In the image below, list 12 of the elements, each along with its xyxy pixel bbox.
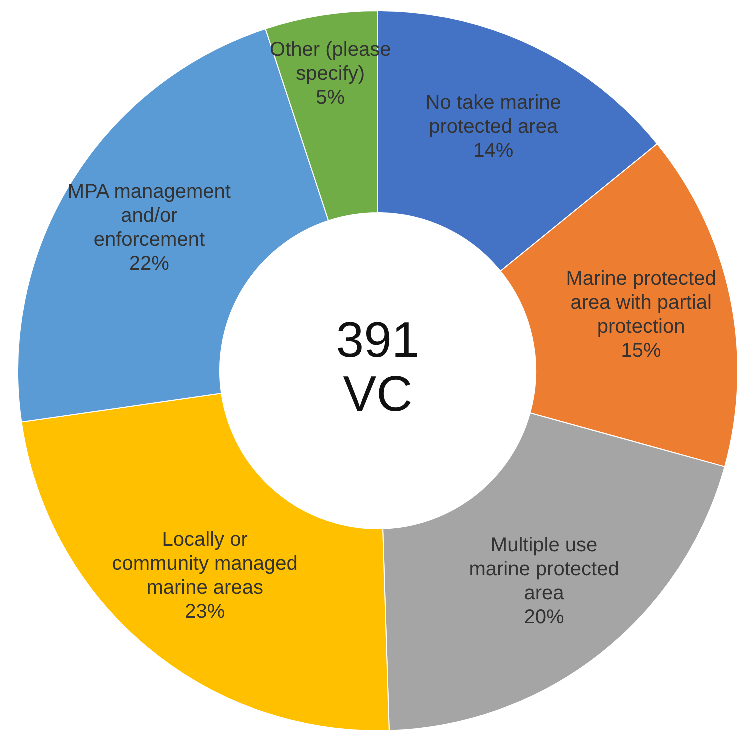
slice-label: Locally or community managed marine areas [112, 529, 298, 600]
data-label: 22% [129, 253, 170, 276]
slice-label: Marine protected area with partial protection [566, 268, 716, 338]
slice-label: Multiple use marine protected area [469, 534, 620, 605]
data-label: 14% [474, 140, 514, 162]
slice-label: MPA management and/or enforcement [68, 181, 232, 252]
data-label: 20% [524, 606, 565, 629]
data-label: 15% [621, 340, 662, 362]
data-label: 23% [185, 601, 226, 624]
text: 391 VC [336, 312, 420, 422]
data-label: 5% [316, 87, 346, 110]
slice-label: No take marine protected area [426, 92, 562, 138]
